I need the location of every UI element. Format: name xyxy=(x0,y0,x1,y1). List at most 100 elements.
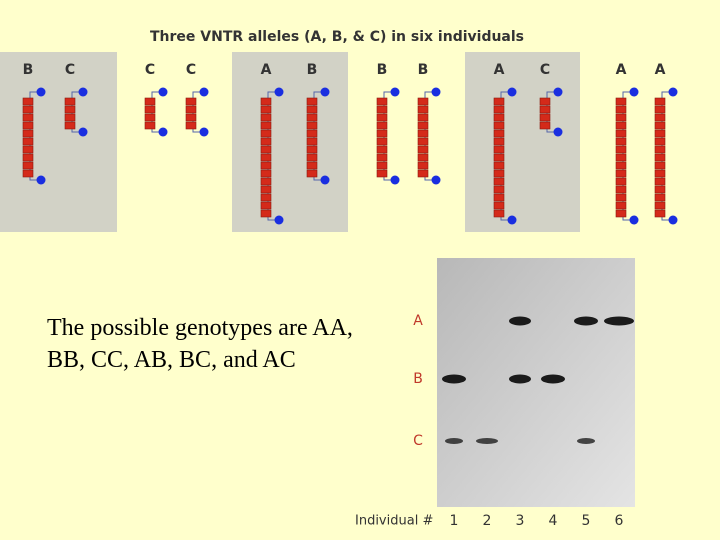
repeat-unit xyxy=(376,145,388,154)
repeat-unit xyxy=(260,145,272,154)
repeat-unit xyxy=(493,145,505,154)
allele-label: A xyxy=(616,62,627,78)
repeat-unit xyxy=(654,161,666,170)
repeat-unit xyxy=(144,97,156,106)
gel-band xyxy=(509,374,531,384)
allele-label: C xyxy=(186,62,196,78)
repeat-unit xyxy=(260,209,272,218)
repeat-unit xyxy=(306,137,318,146)
repeat-unit xyxy=(539,97,551,106)
allele-end xyxy=(199,127,209,137)
repeat-unit xyxy=(493,153,505,162)
allele-end xyxy=(199,87,209,97)
repeat-unit xyxy=(615,193,627,202)
repeat-unit xyxy=(22,145,34,154)
allele-end xyxy=(553,87,563,97)
repeat-unit xyxy=(493,185,505,194)
repeat-unit xyxy=(493,161,505,170)
repeat-unit xyxy=(22,97,34,106)
repeat-unit xyxy=(654,185,666,194)
allele-end xyxy=(668,87,678,97)
repeat-unit xyxy=(417,137,429,146)
allele-label: A xyxy=(655,62,666,78)
repeat-unit xyxy=(260,161,272,170)
allele-label: A xyxy=(494,62,505,78)
repeat-unit xyxy=(260,169,272,178)
allele-end xyxy=(320,175,330,185)
repeat-unit xyxy=(654,129,666,138)
lane-number: 6 xyxy=(615,513,624,529)
lane-number: 3 xyxy=(516,513,525,529)
repeat-unit xyxy=(493,169,505,178)
repeat-unit xyxy=(260,177,272,186)
repeat-unit xyxy=(493,129,505,138)
genotype-text: The possible genotypes are AA, BB, CC, A… xyxy=(47,315,353,373)
repeat-unit xyxy=(22,153,34,162)
allele-end xyxy=(629,215,639,225)
allele-end xyxy=(78,127,88,137)
repeat-unit xyxy=(493,209,505,218)
repeat-unit xyxy=(376,169,388,178)
repeat-unit xyxy=(615,121,627,130)
repeat-unit xyxy=(615,105,627,114)
repeat-unit xyxy=(615,177,627,186)
repeat-unit xyxy=(615,169,627,178)
repeat-unit xyxy=(615,185,627,194)
repeat-unit xyxy=(654,113,666,122)
gel-band xyxy=(442,374,466,384)
repeat-unit xyxy=(306,97,318,106)
repeat-unit xyxy=(615,97,627,106)
allele-end xyxy=(320,87,330,97)
repeat-unit xyxy=(615,129,627,138)
repeat-unit xyxy=(64,113,76,122)
allele-end xyxy=(36,87,46,97)
allele-label: C xyxy=(540,62,550,78)
allele-end xyxy=(431,175,441,185)
repeat-unit xyxy=(144,121,156,130)
repeat-unit xyxy=(493,193,505,202)
repeat-unit xyxy=(260,185,272,194)
gel-band xyxy=(574,316,598,326)
lane-number: 2 xyxy=(483,513,492,529)
repeat-unit xyxy=(417,113,429,122)
gel-band xyxy=(445,438,463,444)
repeat-unit xyxy=(654,97,666,106)
individual-panel xyxy=(465,52,580,232)
repeat-unit xyxy=(654,153,666,162)
repeat-unit xyxy=(306,145,318,154)
allele-end xyxy=(629,87,639,97)
repeat-unit xyxy=(376,137,388,146)
gel-band xyxy=(604,316,634,326)
repeat-unit xyxy=(376,129,388,138)
repeat-unit xyxy=(539,121,551,130)
repeat-unit xyxy=(654,177,666,186)
repeat-unit xyxy=(260,153,272,162)
repeat-unit xyxy=(64,105,76,114)
repeat-unit xyxy=(260,137,272,146)
allele-end xyxy=(78,87,88,97)
repeat-unit xyxy=(654,193,666,202)
allele-end xyxy=(390,87,400,97)
repeat-unit xyxy=(306,169,318,178)
allele-end xyxy=(36,175,46,185)
repeat-unit xyxy=(417,145,429,154)
repeat-unit xyxy=(615,145,627,154)
repeat-unit xyxy=(22,113,34,122)
allele-end xyxy=(507,215,517,225)
repeat-unit xyxy=(22,105,34,114)
allele-label: B xyxy=(377,62,388,78)
repeat-unit xyxy=(185,113,197,122)
repeat-unit xyxy=(493,113,505,122)
repeat-unit xyxy=(64,121,76,130)
repeat-unit xyxy=(654,137,666,146)
repeat-unit xyxy=(306,129,318,138)
repeat-unit xyxy=(539,113,551,122)
repeat-unit xyxy=(493,137,505,146)
allele-end xyxy=(553,127,563,137)
repeat-unit xyxy=(417,105,429,114)
repeat-unit xyxy=(493,177,505,186)
repeat-unit xyxy=(22,121,34,130)
repeat-unit xyxy=(260,193,272,202)
band-label: C xyxy=(413,433,423,449)
